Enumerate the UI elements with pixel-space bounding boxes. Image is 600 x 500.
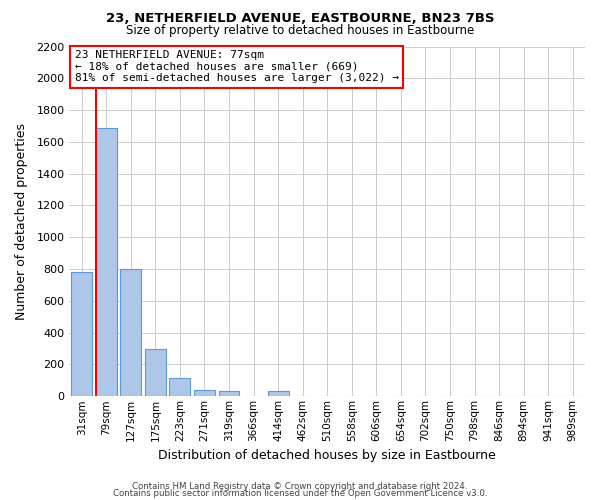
Bar: [268, 390, 289, 396]
X-axis label: Distribution of detached houses by size in Eastbourne: Distribution of detached houses by size …: [158, 450, 496, 462]
Y-axis label: Number of detached properties: Number of detached properties: [15, 123, 28, 320]
Bar: [96, 128, 117, 396]
Bar: [121, 269, 141, 396]
Bar: [218, 390, 239, 396]
Text: Size of property relative to detached houses in Eastbourne: Size of property relative to detached ho…: [126, 24, 474, 37]
Text: Contains public sector information licensed under the Open Government Licence v3: Contains public sector information licen…: [113, 489, 487, 498]
Bar: [169, 378, 190, 396]
Bar: [71, 272, 92, 396]
Text: 23 NETHERFIELD AVENUE: 77sqm
← 18% of detached houses are smaller (669)
81% of s: 23 NETHERFIELD AVENUE: 77sqm ← 18% of de…: [74, 50, 398, 83]
Text: 23, NETHERFIELD AVENUE, EASTBOURNE, BN23 7BS: 23, NETHERFIELD AVENUE, EASTBOURNE, BN23…: [106, 12, 494, 26]
Bar: [145, 348, 166, 397]
Bar: [194, 390, 215, 396]
Text: Contains HM Land Registry data © Crown copyright and database right 2024.: Contains HM Land Registry data © Crown c…: [132, 482, 468, 491]
